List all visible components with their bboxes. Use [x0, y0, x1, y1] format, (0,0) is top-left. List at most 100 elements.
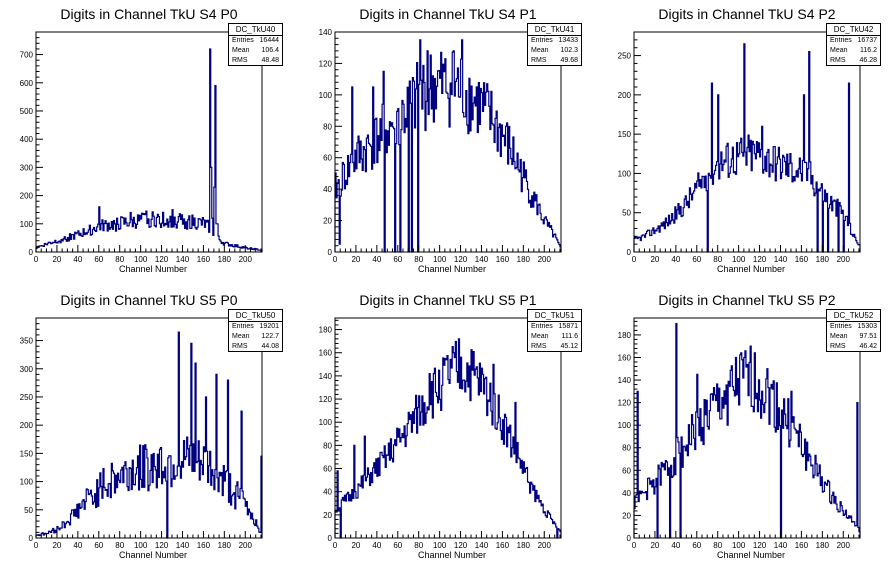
x-tick-label: 80	[115, 541, 124, 550]
stats-mean-value: 102.3	[560, 47, 578, 54]
stats-box: DC_TkU50 Entries 19201 Mean 122.7 RMS 44.08	[228, 309, 283, 352]
x-tick-label: 120	[753, 255, 767, 264]
y-tick-label: 0	[627, 534, 632, 543]
y-tick-label: 100	[319, 418, 333, 427]
stats-box: DC_TkU40 Entries 16444 Mean 106.4 RMS 48.48	[228, 23, 283, 66]
x-tick-label: 60	[692, 541, 701, 550]
stats-name: DC_TkU52	[827, 310, 880, 322]
y-tick-label: 200	[20, 421, 34, 430]
x-tick-label: 180	[218, 541, 232, 550]
stats-rms-value: 49.68	[560, 57, 578, 64]
y-tick-label: 160	[618, 353, 632, 362]
stats-mean-label: Mean	[232, 333, 250, 340]
stats-box: DC_TkU51 Entries 15871 Mean 111.6 RMS 45.12	[527, 309, 582, 352]
y-tick-label: 80	[622, 444, 631, 453]
x-tick-label: 180	[517, 541, 531, 550]
plot-frame	[334, 31, 562, 253]
stats-mean-value: 116.2	[860, 47, 877, 54]
x-tick-label: 20	[650, 255, 659, 264]
x-tick-label: 80	[713, 255, 722, 264]
x-tick-label: 140	[774, 541, 788, 550]
plot-frame	[35, 317, 263, 539]
y-tick-label: 500	[20, 107, 34, 116]
stats-entries-row: Entries 16444	[229, 36, 282, 46]
y-tick-label: 140	[319, 372, 333, 381]
histogram-plot: 0 20 40 60 80 100 120 140 160 180 200 0 100 200 300 400…	[20, 31, 263, 264]
pad-s4-p1: 0 20 40 60 80 100 120 140 160 180 200 0 20 40 60 80 100 1…	[299, 0, 597, 286]
plot-frame	[334, 317, 562, 539]
x-tick-label: 120	[753, 541, 767, 550]
stats-entries-label: Entries	[830, 323, 852, 330]
y-tick-label: 200	[20, 192, 34, 201]
stats-name: DC_TkU42	[827, 24, 880, 36]
stats-entries-label: Entries	[830, 37, 852, 44]
x-tick-label: 200	[239, 541, 253, 550]
stats-rms-row: RMS 45.12	[528, 342, 581, 352]
stats-entries-value: 15303	[857, 323, 877, 330]
x-tick-label: 0	[632, 541, 637, 550]
histogram-plot: 0 20 40 60 80 100 120 140 160 180 200 0 50 100 150 200 2…	[618, 31, 861, 264]
y-tick-label: 250	[618, 52, 632, 61]
chart-title: Digits in Channel TkU S4 P1	[359, 6, 537, 22]
x-tick-label: 100	[732, 255, 746, 264]
pad-s5-p1: 0 20 40 60 80 100 120 140 160 180 200 0 20 40 60 80 100 1…	[299, 286, 597, 572]
chart-title: Digits in Channel TkU S5 P2	[658, 292, 836, 308]
x-tick-label: 40	[73, 541, 82, 550]
x-tick-label: 20	[52, 255, 61, 264]
histogram-plot: 0 20 40 60 80 100 120 140 160 180 200 0 20 40 60 80 100 1…	[319, 28, 562, 264]
x-tick-label: 180	[517, 255, 531, 264]
y-tick-label: 20	[323, 217, 332, 226]
y-tick-label: 50	[622, 209, 631, 218]
y-tick-label: 300	[20, 365, 34, 374]
pad-s5-p2: 0 20 40 60 80 100 120 140 160 180 200 0 20 40 60 80 100 1…	[598, 286, 896, 572]
y-tick-label: 200	[618, 91, 632, 100]
x-tick-label: 0	[333, 541, 338, 550]
x-tick-label: 180	[816, 255, 830, 264]
pad-s4-p2: 0 20 40 60 80 100 120 140 160 180 200 0 50 100 150 200 2…	[598, 0, 896, 286]
x-tick-label: 200	[538, 541, 552, 550]
x-tick-label: 140	[475, 541, 489, 550]
y-tick-label: 140	[618, 376, 632, 385]
pad-s5-p0: 0 20 40 60 80 100 120 140 160 180 200 0 50 100 150 200 2…	[0, 286, 298, 572]
histogram-plot: 0 20 40 60 80 100 120 140 160 180 200 0 20 40 60 80 100 1…	[319, 317, 562, 550]
stats-mean-value: 97.51	[859, 333, 877, 340]
stats-mean-label: Mean	[830, 47, 848, 54]
histogram-plot: 0 20 40 60 80 100 120 140 160 180 200 0 50 100 150 200 2…	[20, 317, 263, 550]
y-tick-label: 40	[323, 488, 332, 497]
y-tick-label: 0	[328, 248, 333, 257]
y-tick-label: 0	[328, 534, 333, 543]
stats-mean-row: Mean 111.6	[528, 332, 581, 342]
y-tick-label: 100	[20, 478, 34, 487]
x-tick-label: 60	[94, 541, 103, 550]
x-tick-label: 40	[671, 255, 680, 264]
x-tick-label: 160	[197, 255, 211, 264]
x-axis-label: Channel Number	[717, 264, 786, 274]
x-tick-label: 80	[115, 255, 124, 264]
stats-mean-label: Mean	[830, 333, 848, 340]
x-tick-label: 100	[433, 255, 447, 264]
y-tick-label: 400	[20, 135, 34, 144]
chart-title: Digits in Channel TkU S4 P2	[658, 6, 836, 22]
plot-frame	[35, 31, 263, 253]
stats-entries-row: Entries 19201	[229, 322, 282, 332]
x-tick-label: 0	[34, 541, 39, 550]
stats-rms-row: RMS 46.42	[827, 342, 880, 352]
x-axis-label: Channel Number	[418, 264, 487, 274]
stats-rms-row: RMS 44.08	[229, 342, 282, 352]
stats-rms-label: RMS	[531, 57, 547, 64]
stats-name: DC_TkU50	[229, 310, 282, 322]
stats-rms-value: 48.48	[261, 57, 279, 64]
stats-name: DC_TkU40	[229, 24, 282, 36]
x-tick-label: 40	[372, 541, 381, 550]
stats-name: DC_TkU41	[528, 24, 581, 36]
x-tick-label: 200	[239, 255, 253, 264]
y-tick-label: 150	[20, 449, 34, 458]
chart-title: Digits in Channel TkU S5 P1	[359, 292, 537, 308]
stats-mean-label: Mean	[531, 333, 549, 340]
x-tick-label: 160	[795, 541, 809, 550]
x-tick-label: 160	[795, 255, 809, 264]
x-tick-label: 60	[393, 541, 402, 550]
x-tick-label: 180	[816, 541, 830, 550]
stats-entries-row: Entries 15871	[528, 322, 581, 332]
y-tick-label: 350	[20, 337, 34, 346]
